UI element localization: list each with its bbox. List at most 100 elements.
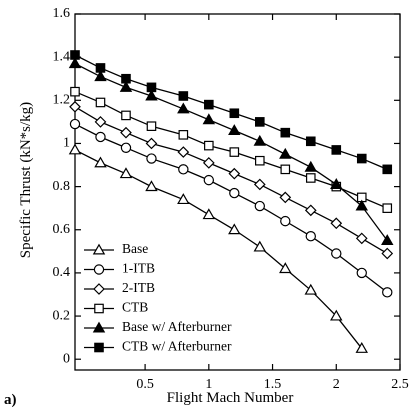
data-point xyxy=(280,215,291,227)
data-point xyxy=(145,89,158,101)
y-tick-label: 0.2 xyxy=(53,308,71,323)
data-point xyxy=(120,142,132,153)
data-point xyxy=(145,180,158,192)
series-2-itb xyxy=(69,100,394,260)
data-point xyxy=(255,117,265,127)
legend-item: CTB w/ Afterburner xyxy=(84,339,232,354)
y-tick-label: 1.4 xyxy=(53,49,71,64)
data-point xyxy=(280,164,291,175)
y-tick-label: 1.2 xyxy=(53,93,71,108)
series-1-itb xyxy=(69,118,393,298)
data-point xyxy=(68,57,82,69)
data-point xyxy=(70,50,80,60)
data-point xyxy=(95,131,106,143)
legend-label: CTB xyxy=(122,300,148,315)
data-point xyxy=(119,167,133,179)
data-point xyxy=(69,100,81,113)
data-point xyxy=(177,102,190,114)
data-point xyxy=(356,267,367,279)
data-point xyxy=(146,121,157,131)
legend-label: 2-ITB xyxy=(122,280,155,295)
legend-item: CTB xyxy=(84,300,148,315)
data-point xyxy=(355,342,368,353)
legend-marker xyxy=(93,264,105,275)
data-point xyxy=(330,309,343,321)
panel-label: a) xyxy=(4,392,17,408)
legend-item: Base xyxy=(84,241,148,256)
data-point xyxy=(330,217,343,230)
data-point xyxy=(95,63,106,73)
data-point xyxy=(356,153,367,164)
data-point xyxy=(330,178,343,189)
data-point xyxy=(253,134,267,146)
data-point xyxy=(355,232,368,245)
data-point xyxy=(253,240,267,252)
legend-marker xyxy=(94,342,104,353)
data-point xyxy=(304,204,317,217)
data-point xyxy=(121,73,131,84)
data-point xyxy=(381,247,394,260)
data-point xyxy=(177,146,190,158)
data-point xyxy=(255,155,265,166)
legend-item: Base w/ Afterburner xyxy=(84,319,232,334)
data-point xyxy=(177,193,190,205)
data-point xyxy=(146,82,157,93)
data-point xyxy=(204,99,214,110)
legend-marker xyxy=(93,283,105,295)
data-point xyxy=(120,126,132,139)
data-point xyxy=(355,199,368,211)
data-point xyxy=(305,136,316,147)
data-point xyxy=(146,153,157,164)
data-point xyxy=(279,191,292,204)
legend-label: Base xyxy=(122,241,148,256)
y-tick-label: 0.8 xyxy=(53,179,71,194)
data-point xyxy=(202,113,216,125)
y-tick-label: 1 xyxy=(63,136,70,151)
legend-label: 1-ITB xyxy=(122,261,155,276)
axis-ticks: 0.5 1 1.5 2 2.5 0 0.2 0.4 0.6 0.8 1 1.2 1.4 1.6 xyxy=(53,6,409,392)
data-point xyxy=(228,223,241,235)
legend-label: CTB w/ Afterburner xyxy=(122,339,232,354)
data-point xyxy=(68,143,82,155)
data-point xyxy=(202,208,216,220)
plot-border xyxy=(74,13,401,371)
x-tick-label: 2.5 xyxy=(391,377,409,392)
data-point xyxy=(229,108,240,119)
data-point xyxy=(178,91,189,101)
data-point xyxy=(178,130,189,140)
data-point xyxy=(119,80,133,92)
y-axis-title: Specific Thrust (kN*s/kg) xyxy=(18,102,34,258)
y-tick-label: 1.6 xyxy=(53,6,71,21)
data-point xyxy=(145,137,158,150)
y-tick-label: 0 xyxy=(63,351,70,366)
data-point xyxy=(203,174,215,186)
plot-frame xyxy=(74,13,401,371)
legend-item: 1-ITB xyxy=(84,261,155,276)
data-point xyxy=(229,147,240,157)
data-point xyxy=(279,262,292,274)
data-point xyxy=(305,173,316,183)
data-point xyxy=(94,156,107,168)
y-tick-label: 0.6 xyxy=(53,222,71,237)
data-point xyxy=(331,248,342,259)
series-ctb-w-afterburner xyxy=(70,50,393,175)
data-point xyxy=(304,283,318,295)
data-point xyxy=(202,157,215,169)
legend-marker xyxy=(92,321,106,333)
series-base-w-afterburner xyxy=(68,57,394,246)
data-point xyxy=(229,187,240,199)
data-point xyxy=(69,118,81,130)
data-point xyxy=(70,86,80,97)
x-tick-label: 0.5 xyxy=(136,377,154,392)
data-point xyxy=(304,160,318,172)
data-point xyxy=(121,110,131,121)
data-point xyxy=(254,200,266,212)
x-tick-label: 2 xyxy=(333,377,340,392)
legend-marker xyxy=(94,303,104,314)
legend-label: Base w/ Afterburner xyxy=(122,319,232,334)
data-point xyxy=(382,287,393,298)
data-point xyxy=(94,116,107,128)
x-tick-label: 1.5 xyxy=(264,377,282,392)
data-point xyxy=(382,203,393,213)
data-point xyxy=(178,164,189,175)
